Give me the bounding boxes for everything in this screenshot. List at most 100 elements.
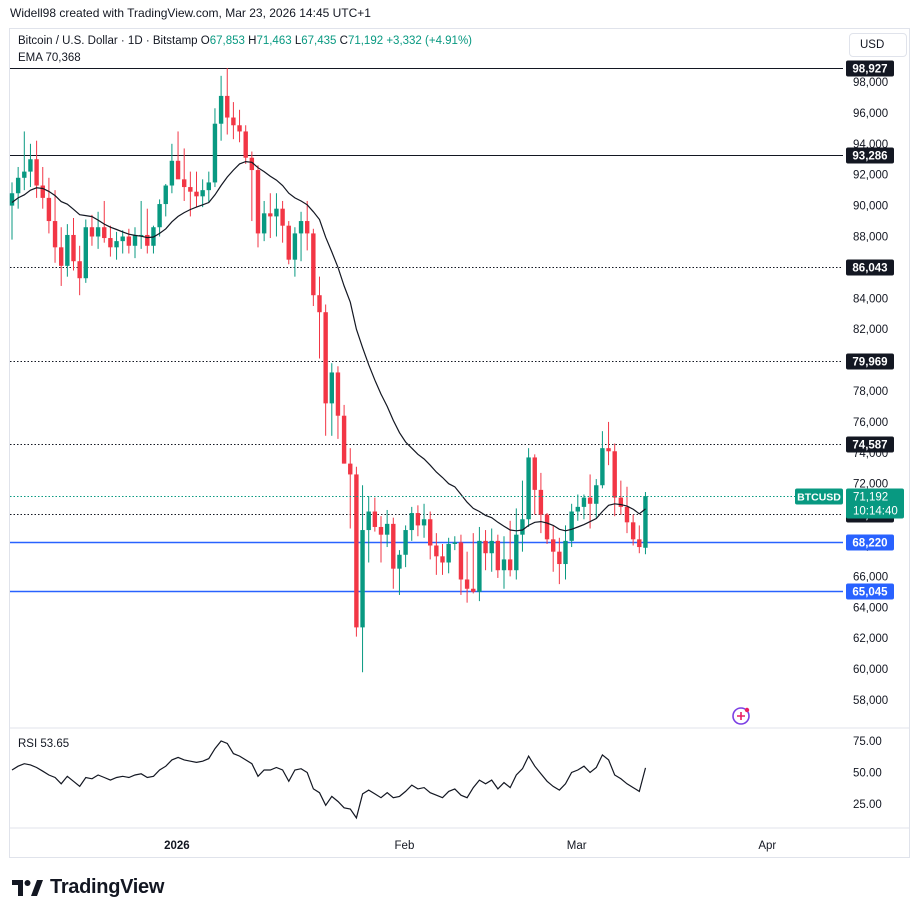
- level-tag-bg-7: [846, 583, 894, 600]
- currency-button[interactable]: USD: [849, 33, 907, 57]
- attribution-text: Widell98 created with TradingView.com, M…: [10, 6, 371, 20]
- candle-body: [52, 221, 58, 248]
- level-tag-0: 98,927: [852, 64, 887, 76]
- candle-body: [594, 485, 599, 504]
- candle-body: [200, 190, 205, 197]
- price-tick: 84,000: [853, 293, 888, 305]
- candle-body: [569, 511, 574, 541]
- low-label: L: [294, 35, 302, 47]
- chart-frame: [9, 28, 910, 858]
- ema-value: 70,368: [45, 52, 81, 64]
- time-tick: Feb: [395, 840, 415, 852]
- candle-body: [600, 448, 605, 486]
- candle-body: [477, 540, 482, 592]
- candle-body: [643, 496, 648, 548]
- candle-body: [175, 160, 181, 180]
- candle-body: [274, 208, 279, 217]
- price-tick: 62,000: [853, 633, 888, 645]
- change-value: +3,332 (+4.91%): [386, 35, 472, 47]
- candle-body: [630, 522, 636, 540]
- candle-body: [188, 187, 193, 192]
- level-tag-bg-3: [846, 353, 894, 370]
- candle-body: [495, 540, 501, 571]
- candle-body: [138, 234, 144, 236]
- candle-body: [261, 213, 267, 234]
- candle-body: [575, 506, 580, 512]
- replay-icon[interactable]: [732, 707, 750, 725]
- level-tag-bg-0: [846, 60, 894, 77]
- rsi-tick: 25.00: [853, 799, 882, 811]
- candle-body: [563, 540, 568, 565]
- candle-body: [557, 551, 562, 565]
- candle-body: [268, 213, 273, 217]
- candle-body: [428, 519, 433, 546]
- level-tag-bg-6: [846, 534, 894, 551]
- candle-body: [145, 234, 150, 246]
- candle-body: [132, 234, 138, 246]
- candle-body: [354, 474, 359, 628]
- candle-body: [194, 191, 199, 197]
- candle-body: [305, 221, 310, 234]
- candle-body: [126, 236, 132, 246]
- ema-label: EMA: [18, 52, 43, 64]
- ema-legend: EMA 70,368: [18, 52, 81, 64]
- candle-body: [489, 540, 494, 554]
- level-tag-7: 65,045: [852, 587, 888, 599]
- candle-body: [520, 519, 525, 535]
- candle-body: [507, 559, 513, 571]
- rsi-axis: 75.00 50.00 25.00: [853, 736, 882, 811]
- price-axis: 98,00096,00094,00092,00090,00088,00086,0…: [853, 77, 888, 707]
- price-tick: 60,000: [853, 664, 888, 676]
- price-tag-bg: [846, 488, 904, 519]
- candle-body: [323, 312, 328, 404]
- candle-body: [286, 225, 291, 260]
- candle-body: [360, 530, 365, 628]
- candle-body: [501, 559, 507, 571]
- candle-body: [581, 497, 587, 507]
- candle-body: [120, 236, 125, 242]
- candle-body: [458, 542, 464, 580]
- high-value: 71,463: [256, 35, 292, 47]
- candle-body: [77, 261, 82, 279]
- level-tag-1: 93,286: [852, 151, 887, 163]
- candle-body: [22, 171, 27, 178]
- candle-body: [637, 539, 642, 548]
- candle-body: [237, 125, 242, 132]
- symbol-legend: Bitcoin / U.S. Dollar · 1D · Bitstamp O6…: [18, 35, 472, 47]
- candle-body: [114, 241, 119, 248]
- level-tag-4: 74,587: [852, 440, 887, 452]
- close-label: C: [339, 35, 348, 47]
- candle-body: [157, 204, 162, 228]
- symbol-tag: BTCUSD: [797, 492, 841, 504]
- candle-body: [366, 511, 371, 531]
- horizontal-levels: [10, 67, 843, 593]
- candle-body: [311, 233, 316, 296]
- high-label: H: [248, 35, 257, 47]
- price-tick: 90,000: [853, 201, 888, 213]
- candle-body: [280, 208, 285, 226]
- candle-body: [348, 463, 353, 475]
- candle-body: [206, 182, 211, 191]
- price-tick: 98,000: [853, 77, 888, 89]
- candle-body: [434, 545, 439, 557]
- level-tag-bg-4: [846, 436, 894, 453]
- open-label: O: [200, 35, 210, 47]
- rsi-value: 53.65: [40, 738, 70, 750]
- rsi-tick: 50.00: [853, 768, 882, 780]
- price-tick: 58,000: [853, 695, 888, 707]
- candle-body: [587, 497, 593, 504]
- level-tag-3: 79,969: [852, 357, 887, 369]
- candle-body: [108, 238, 113, 248]
- candle-body: [95, 227, 101, 237]
- candle-body: [102, 227, 107, 239]
- symbol-tag-bg: [795, 488, 843, 505]
- candle-body: [163, 185, 168, 205]
- candle-body: [292, 233, 298, 260]
- candle-body: [624, 506, 630, 523]
- time-axis: 2026 Feb Mar Apr: [164, 840, 776, 852]
- candle-body: [409, 513, 414, 531]
- candle-body: [446, 543, 451, 563]
- price-tag: BTCUSD 71,192 10:14:40: [10, 488, 904, 519]
- level-tag-bg-1: [846, 147, 894, 164]
